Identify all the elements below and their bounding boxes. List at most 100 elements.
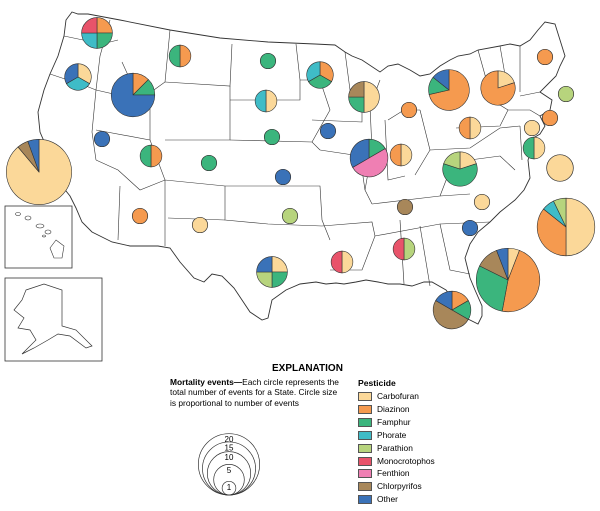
slice-carbofuran — [400, 143, 413, 167]
pie-new-york — [428, 69, 470, 111]
pie-north-dakota — [259, 52, 277, 70]
slice-other — [349, 138, 370, 168]
slice-chlorpyrifos — [432, 300, 469, 330]
pie-arizona — [131, 207, 149, 225]
pie-vermont-new-hampshire — [480, 70, 516, 106]
slice-diazinon — [536, 48, 554, 66]
legend-swatch — [358, 417, 372, 427]
slice-parathion — [557, 85, 575, 103]
pie-alabama — [392, 237, 416, 261]
pie-connecticut — [523, 119, 541, 137]
slice-famphur — [259, 52, 277, 70]
legend-label: Parathion — [377, 442, 413, 453]
pie-maryland — [536, 197, 596, 257]
slice-carbofuran — [363, 81, 380, 113]
pie-nevada — [93, 130, 111, 148]
slice-famphur — [522, 136, 535, 160]
size-label-15: 15 — [225, 443, 234, 452]
pie-michigan — [400, 101, 418, 119]
hawaii-islands — [15, 212, 65, 259]
pie-wisconsin — [348, 81, 380, 113]
pie-north-carolina — [473, 193, 491, 211]
slice-carbofuran — [191, 216, 209, 234]
pie-colorado — [200, 154, 218, 172]
slice-parathion — [443, 151, 461, 170]
legend-swatch — [358, 430, 372, 440]
size-label-10: 10 — [225, 453, 234, 462]
slice-carbofuran — [523, 119, 541, 137]
events-desc-text: Each circle represents the total number … — [170, 377, 339, 408]
legend-label: Phorate — [377, 429, 407, 440]
pie-montana — [168, 44, 192, 68]
legend-label: Chlorpyrifos — [377, 481, 422, 492]
legend-swatch — [358, 404, 372, 414]
legend-label: Fenthion — [377, 468, 410, 479]
slice-other — [319, 122, 337, 140]
pie-delaware — [546, 154, 574, 182]
pie-pennsylvania — [458, 116, 482, 140]
pie-florida — [432, 290, 472, 330]
legend-label: Monocrotophos — [377, 455, 435, 466]
pie-indiana — [389, 143, 413, 167]
slice-other — [256, 256, 273, 273]
slice-carbofuran — [533, 136, 546, 160]
legend-swatch — [358, 495, 372, 505]
slice-famphur — [139, 144, 152, 168]
slice-monocrotophos — [330, 250, 343, 274]
slice-famphur — [200, 154, 218, 172]
pesticide-legend-title: Pesticide — [358, 378, 396, 388]
pie-utah — [139, 144, 163, 168]
pie-idaho — [110, 72, 156, 118]
pie-oklahoma — [281, 207, 299, 225]
legend-swatch — [358, 456, 372, 466]
pie-iowa — [319, 122, 337, 140]
slice-diazinon — [150, 144, 163, 168]
pie-washington — [81, 17, 113, 49]
size-label-20: 20 — [225, 435, 234, 444]
pie-massachusetts — [557, 85, 575, 103]
pie-illinois — [349, 138, 389, 178]
slice-parathion — [553, 197, 567, 228]
slice-carbofuran — [469, 116, 482, 140]
slice-other — [274, 168, 292, 186]
slice-monocrotophos — [81, 17, 98, 34]
pie-maine — [536, 48, 554, 66]
alaska-shape — [13, 283, 93, 355]
pie-california — [6, 139, 72, 205]
legend-label: Carbofuran — [377, 391, 419, 401]
slice-fenthion — [352, 148, 389, 178]
legend-label: Famphur — [377, 416, 411, 427]
slice-diazinon — [458, 116, 471, 140]
pie-south-carolina — [461, 219, 479, 237]
slice-diazinon — [179, 44, 192, 68]
legend-swatch — [358, 392, 372, 401]
explanation-title: EXPLANATION — [272, 363, 343, 374]
slice-monocrotophos — [392, 237, 405, 261]
pie-missouri — [396, 198, 414, 216]
slice-other — [110, 72, 156, 118]
slice-parathion — [281, 207, 299, 225]
pie-new-jersey — [522, 136, 546, 160]
slice-carbofuran — [565, 197, 596, 257]
slice-famphur — [475, 265, 509, 312]
hawaii-inset — [4, 205, 73, 269]
pie-nebraska — [263, 128, 281, 146]
slice-chlorpyrifos — [396, 198, 414, 216]
slice-chlorpyrifos — [348, 81, 365, 98]
pie-minnesota — [306, 61, 334, 89]
pie-georgia — [475, 247, 541, 313]
pie-charts — [6, 17, 596, 330]
pie-arkansas — [330, 250, 354, 274]
slice-diazinon — [389, 143, 402, 167]
pie-texas — [256, 256, 288, 288]
slice-parathion — [403, 237, 416, 261]
slice-carbofuran — [265, 89, 278, 113]
slice-diazinon — [131, 207, 149, 225]
slice-other — [27, 139, 40, 173]
slice-other — [93, 130, 111, 148]
slice-diazinon — [400, 101, 418, 119]
slice-diazinon — [480, 70, 516, 106]
slice-diazinon — [536, 208, 567, 257]
